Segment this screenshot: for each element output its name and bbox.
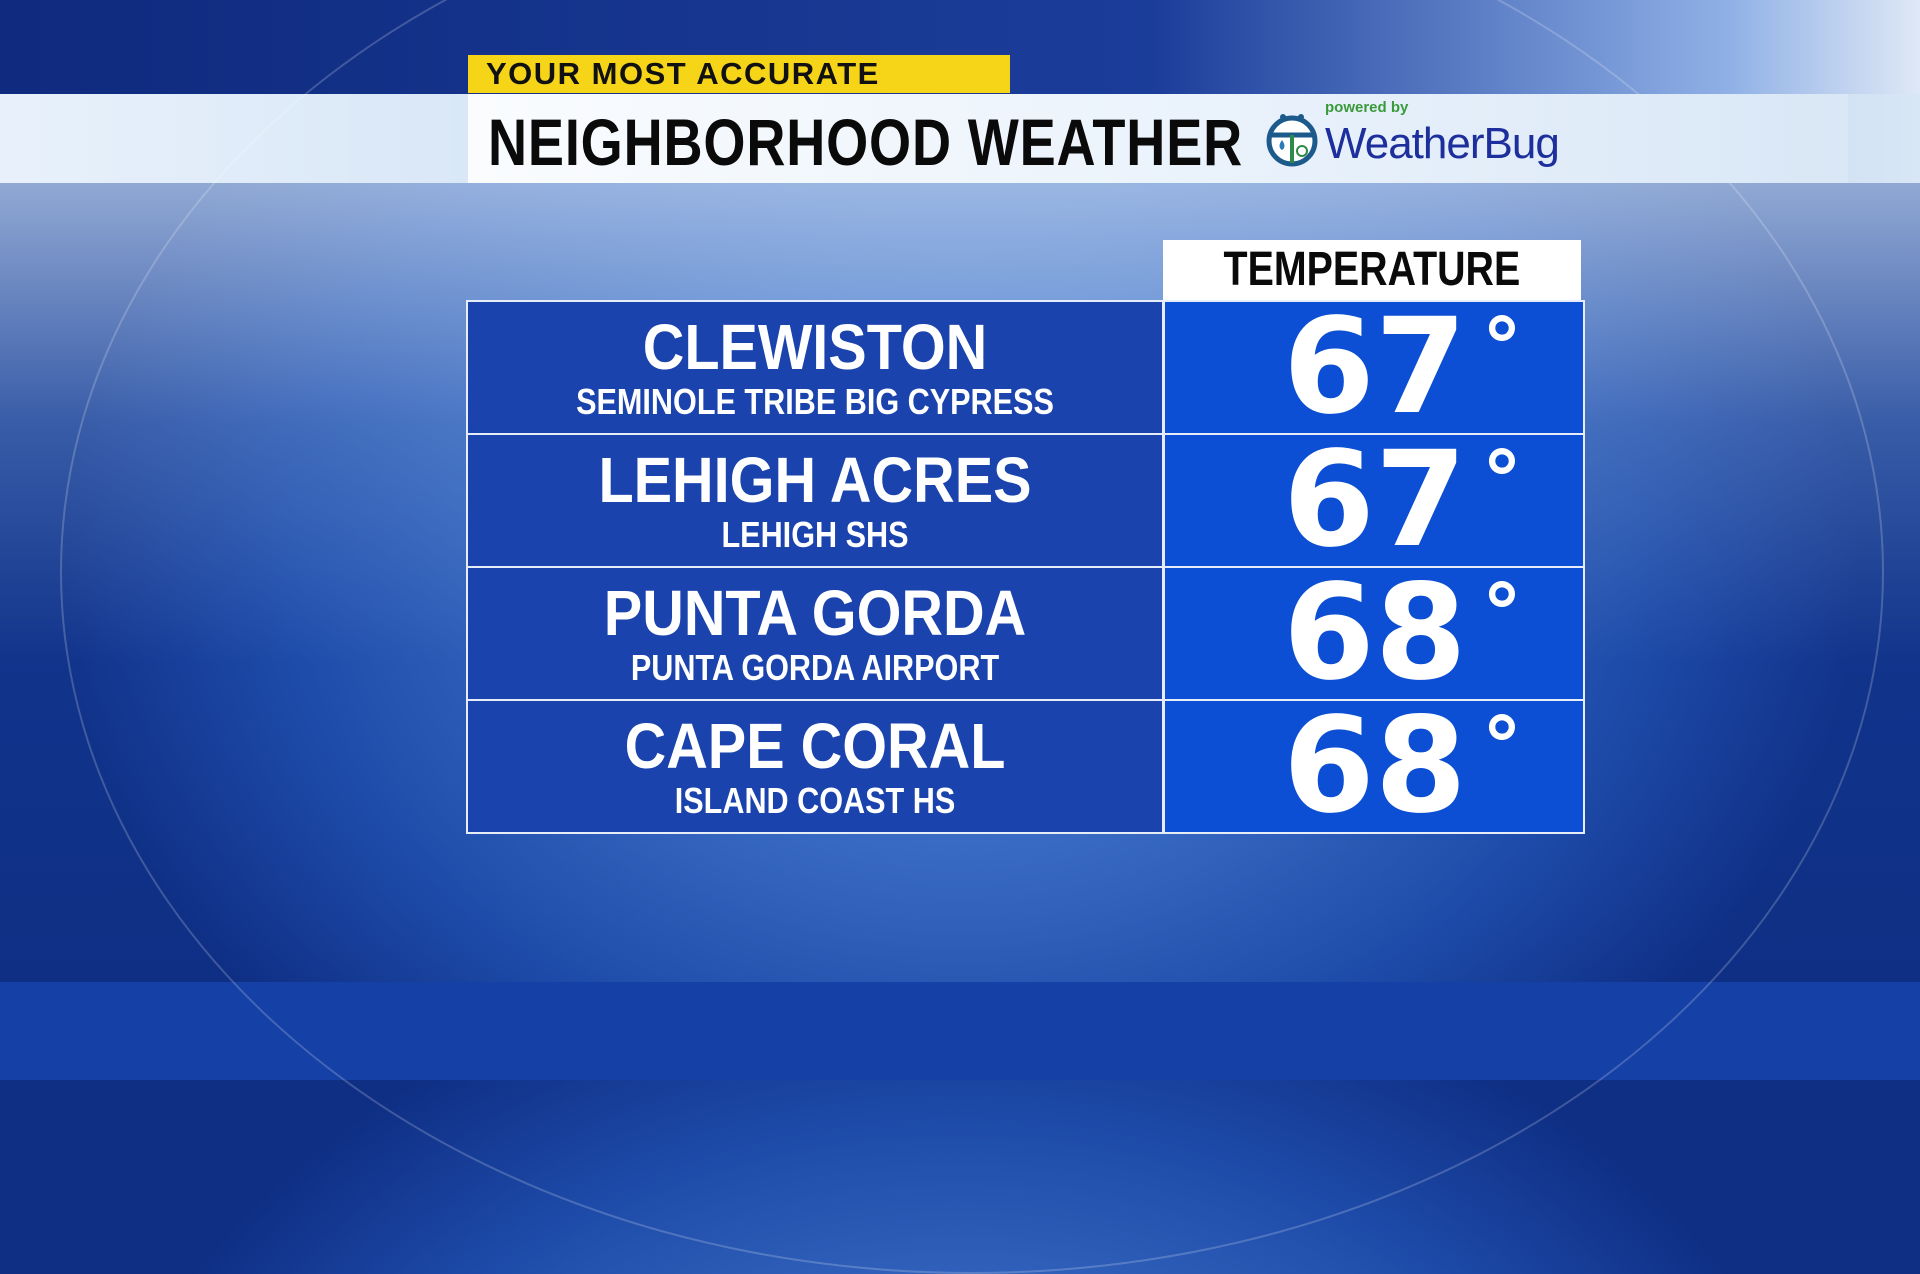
city-name: CAPE CORAL xyxy=(624,709,1006,782)
city-name: PUNTA GORDA xyxy=(603,576,1027,649)
temperature-cell: 67 ° xyxy=(1165,423,1583,577)
page-title: NEIGHBORHOOD WEATHER xyxy=(488,105,1244,179)
station-name: SEMINOLE TRIBE BIG CYPRESS xyxy=(576,380,1054,422)
degree-symbol: ° xyxy=(1482,301,1522,394)
location-cell: CLEWISTON SEMINOLE TRIBE BIG CYPRESS xyxy=(468,302,1165,433)
degree-symbol: ° xyxy=(1482,700,1522,793)
table-row: CAPE CORAL ISLAND COAST HS 68 ° xyxy=(468,689,1583,843)
title-bar: NEIGHBORHOOD WEATHER powered by WeatherB… xyxy=(468,94,1848,183)
station-name: PUNTA GORDA AIRPORT xyxy=(630,646,1000,688)
weatherbug-logo: powered by WeatherBug xyxy=(1265,100,1560,168)
table-row: PUNTA GORDA PUNTA GORDA AIRPORT 68 ° xyxy=(468,556,1583,710)
temperature-cell: 67 ° xyxy=(1165,290,1583,444)
temperature-value: 68 xyxy=(1283,556,1467,710)
station-name: LEHIGH SHS xyxy=(721,513,909,555)
degree-symbol: ° xyxy=(1482,567,1522,660)
location-cell: CAPE CORAL ISLAND COAST HS xyxy=(468,701,1165,832)
temperature-value: 67 xyxy=(1283,423,1467,577)
city-name: CLEWISTON xyxy=(642,310,988,383)
temperature-header: TEMPERATURE xyxy=(1163,240,1581,300)
location-cell: PUNTA GORDA PUNTA GORDA AIRPORT xyxy=(468,568,1165,699)
powered-by-text: powered by xyxy=(1325,99,1409,116)
temperature-table: CLEWISTON SEMINOLE TRIBE BIG CYPRESS 67 … xyxy=(466,300,1585,834)
tagline: YOUR MOST ACCURATE xyxy=(468,55,1010,93)
temperature-cell: 68 ° xyxy=(1165,556,1583,710)
table-row: CLEWISTON SEMINOLE TRIBE BIG CYPRESS 67 … xyxy=(468,290,1583,444)
city-name: LEHIGH ACRES xyxy=(598,443,1032,516)
location-cell: LEHIGH ACRES LEHIGH SHS xyxy=(468,435,1165,566)
temperature-value: 68 xyxy=(1283,689,1467,843)
temperature-cell: 68 ° xyxy=(1165,689,1583,843)
table-row: LEHIGH ACRES LEHIGH SHS 67 ° xyxy=(468,423,1583,577)
station-name: ISLAND COAST HS xyxy=(674,779,956,821)
brand-name: WeatherBug xyxy=(1325,119,1560,168)
degree-symbol: ° xyxy=(1482,434,1522,527)
temperature-value: 67 xyxy=(1283,290,1467,444)
ladybug-weather-icon xyxy=(1266,114,1318,167)
